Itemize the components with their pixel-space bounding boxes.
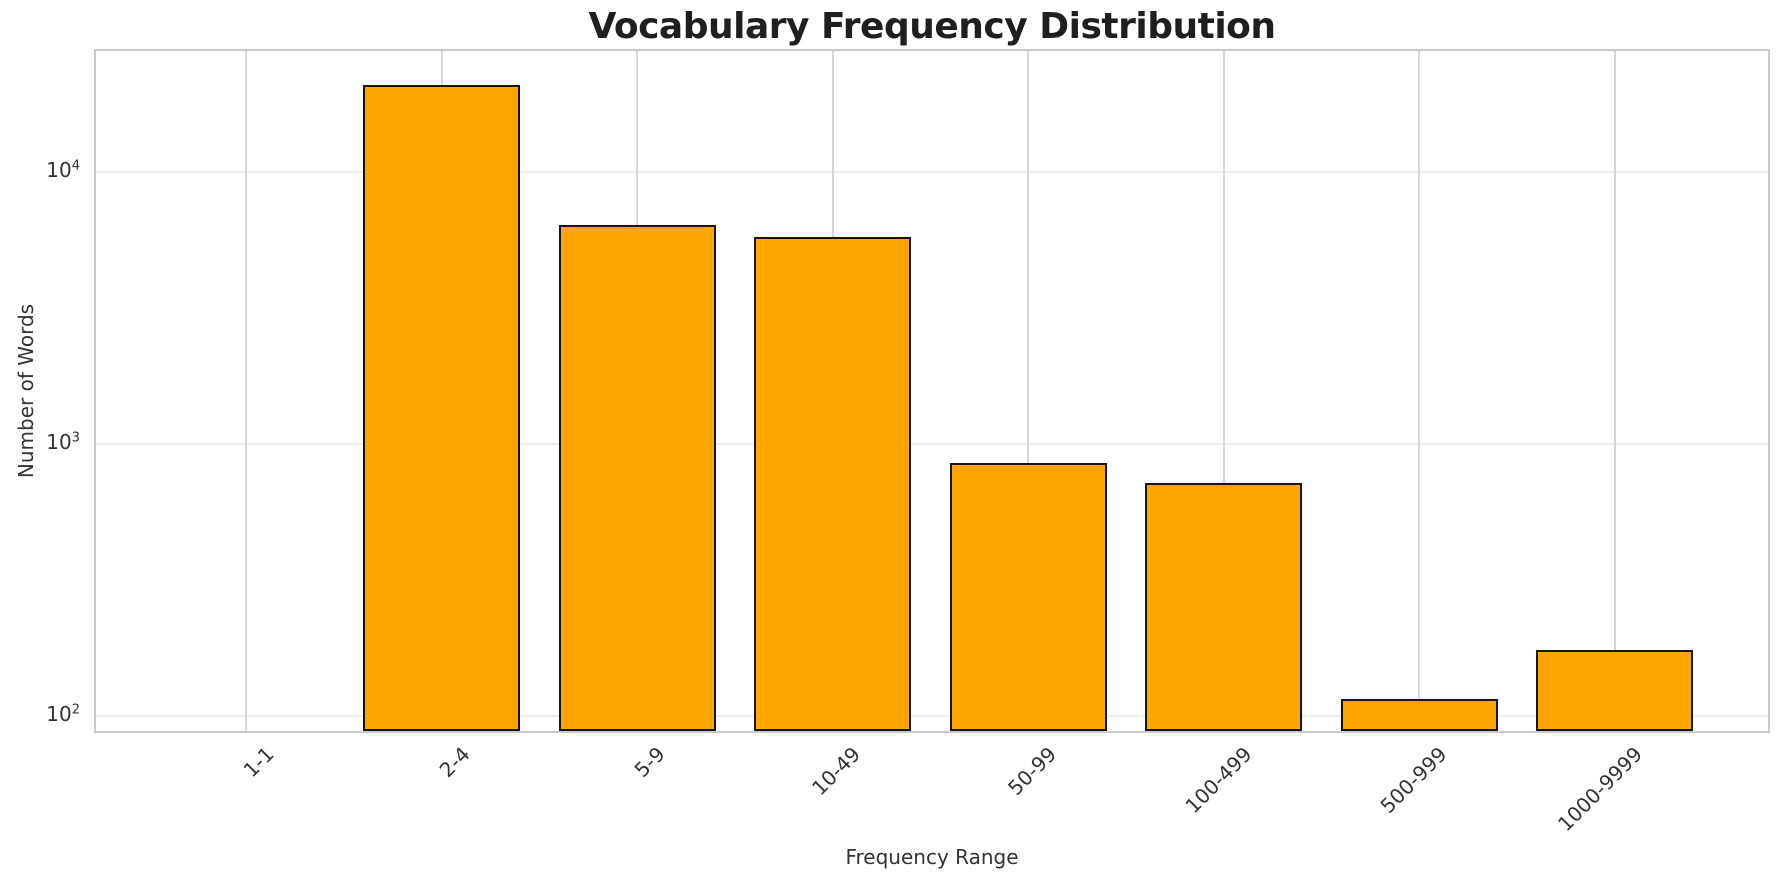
h-gridline <box>96 171 1768 174</box>
y-tick-label: 102 <box>46 701 80 726</box>
bar-5-9 <box>558 225 716 731</box>
v-gridline <box>1222 51 1225 731</box>
x-tick-label: 5-9 <box>629 742 670 783</box>
x-tick-label: 1000-9999 <box>1553 742 1648 837</box>
y-axis-label: Number of Words <box>14 303 38 479</box>
v-gridline <box>1027 51 1029 731</box>
bar-100-499 <box>1145 483 1302 731</box>
x-tick-label: 2-4 <box>434 742 475 783</box>
bar-50-99 <box>949 463 1107 731</box>
v-gridline <box>1418 51 1420 731</box>
h-gridline <box>96 443 1768 446</box>
v-gridline <box>245 51 247 731</box>
x-tick-label: 100-499 <box>1180 742 1257 819</box>
bar-10-49 <box>754 236 911 731</box>
x-tick-label: 50-99 <box>1002 742 1061 801</box>
x-tick-label: 10-49 <box>807 742 866 801</box>
x-tick-label: 1-1 <box>238 742 279 783</box>
x-axis-label: Frequency Range <box>845 845 1019 869</box>
bar-1000-9999 <box>1536 649 1693 731</box>
h-gridline <box>96 714 1768 717</box>
bar-2-4 <box>363 84 520 731</box>
bar-500-999 <box>1340 699 1498 731</box>
y-tick-label: 104 <box>46 158 80 183</box>
x-tick-label: 500-999 <box>1375 742 1452 819</box>
v-gridline <box>1613 51 1616 731</box>
y-tick-label: 103 <box>46 430 80 455</box>
plot-area <box>94 49 1770 733</box>
chart-title: Vocabulary Frequency Distribution <box>588 6 1276 47</box>
